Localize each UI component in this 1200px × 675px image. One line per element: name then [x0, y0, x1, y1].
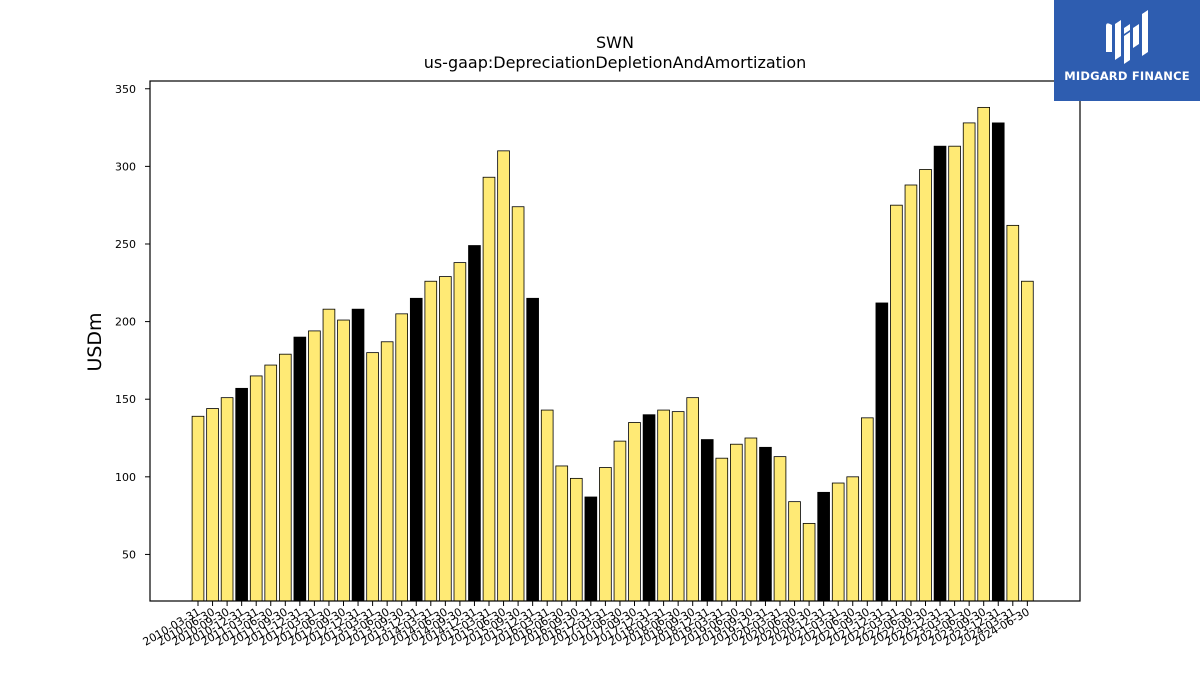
bar-2013-03-31 — [366, 352, 379, 602]
bar-2022-06-30 — [904, 184, 918, 602]
bar-2013-06-30 — [380, 341, 394, 602]
y-axis-label: USDm — [84, 312, 106, 371]
bar-2020-06-30 — [788, 501, 801, 602]
bars-group — [191, 106, 1034, 602]
bar-2011-12-31 — [293, 336, 307, 602]
bar-2010-03-31 — [191, 415, 205, 602]
bar-2023-03-31 — [948, 145, 961, 602]
bar-2019-09-30 — [744, 437, 758, 602]
logo-text: MIDGARD FINANCE — [1064, 69, 1190, 83]
bar-2014-03-31 — [424, 280, 438, 602]
bar-2020-12-31 — [817, 491, 830, 602]
bar-2012-06-30 — [322, 308, 336, 602]
bar-2021-03-31 — [831, 482, 845, 602]
bar-2013-09-30 — [395, 313, 408, 602]
bar-2015-12-31 — [526, 297, 539, 602]
bar-2022-12-31 — [933, 145, 947, 602]
bar-2021-12-31 — [875, 302, 889, 602]
y-tick-label: 350 — [115, 83, 136, 96]
bar-2021-06-30 — [846, 476, 860, 602]
brand-logo: MIDGARD FINANCE — [1054, 0, 1200, 101]
bar-2024-03-31 — [1006, 224, 1020, 602]
bar-2012-09-30 — [337, 319, 350, 602]
bar-2012-12-31 — [351, 308, 365, 602]
chart-subtitle: us-gaap:DepreciationDepletionAndAmortiza… — [424, 53, 807, 72]
y-tick-label: 200 — [115, 316, 136, 329]
bar-2021-09-30 — [861, 417, 874, 602]
y-tick-label: 150 — [115, 393, 136, 406]
bar-2016-06-30 — [555, 465, 569, 602]
y-tick-label: 250 — [115, 238, 136, 251]
y-tick-label: 50 — [122, 548, 136, 561]
bar-2014-09-30 — [453, 262, 467, 602]
bar-2017-12-31 — [642, 414, 656, 602]
bar-2019-12-31 — [759, 446, 772, 602]
bar-2023-09-30 — [977, 106, 990, 602]
bar-2017-09-30 — [628, 422, 641, 602]
bar-2016-12-31 — [584, 496, 598, 602]
bar-2014-12-31 — [468, 245, 481, 602]
bar-2018-12-31 — [700, 439, 714, 602]
bar-2010-06-30 — [206, 408, 219, 602]
bar-2019-03-31 — [715, 457, 729, 602]
bar-2011-09-30 — [278, 353, 292, 602]
y-tick-label: 300 — [115, 160, 136, 173]
bar-2020-09-30 — [802, 522, 816, 602]
bar-2015-03-31 — [482, 176, 496, 602]
bar-2020-03-31 — [773, 456, 787, 602]
bar-2011-06-30 — [264, 364, 278, 602]
bar-2023-12-31 — [991, 122, 1005, 602]
bar-2015-06-30 — [497, 150, 510, 602]
chart-title: SWN — [596, 33, 634, 52]
bar-2011-03-31 — [249, 375, 263, 602]
bar-2016-03-31 — [540, 409, 554, 602]
bar-2017-06-30 — [613, 440, 627, 602]
bar-2016-09-30 — [570, 477, 583, 602]
x-axis-ticks: 2010-03-312010-06-302010-09-302010-12-31… — [141, 601, 1032, 649]
bar-2024-06-30 — [1021, 280, 1034, 602]
y-tick-label: 100 — [115, 471, 136, 484]
bar-2022-09-30 — [919, 169, 932, 602]
bar-2023-06-30 — [962, 122, 976, 602]
bar-2017-03-31 — [599, 467, 612, 602]
bar-2018-03-31 — [657, 409, 670, 602]
bar-2012-03-31 — [308, 330, 321, 602]
bar-2010-09-30 — [220, 397, 234, 602]
midgard-logo-icon — [1106, 10, 1148, 64]
y-axis-ticks: 50 100 150 200 250 300 350 — [115, 83, 150, 561]
bar-2013-12-31 — [409, 297, 423, 602]
bar-2022-03-31 — [890, 204, 903, 602]
bar-2015-09-30 — [511, 206, 525, 602]
bar-2010-12-31 — [235, 387, 248, 602]
bar-2019-06-30 — [730, 443, 743, 602]
plot-frame — [149, 80, 1081, 602]
bar-2014-06-30 — [439, 276, 452, 602]
bar-2018-09-30 — [686, 397, 699, 602]
bar-2018-06-30 — [671, 411, 685, 602]
